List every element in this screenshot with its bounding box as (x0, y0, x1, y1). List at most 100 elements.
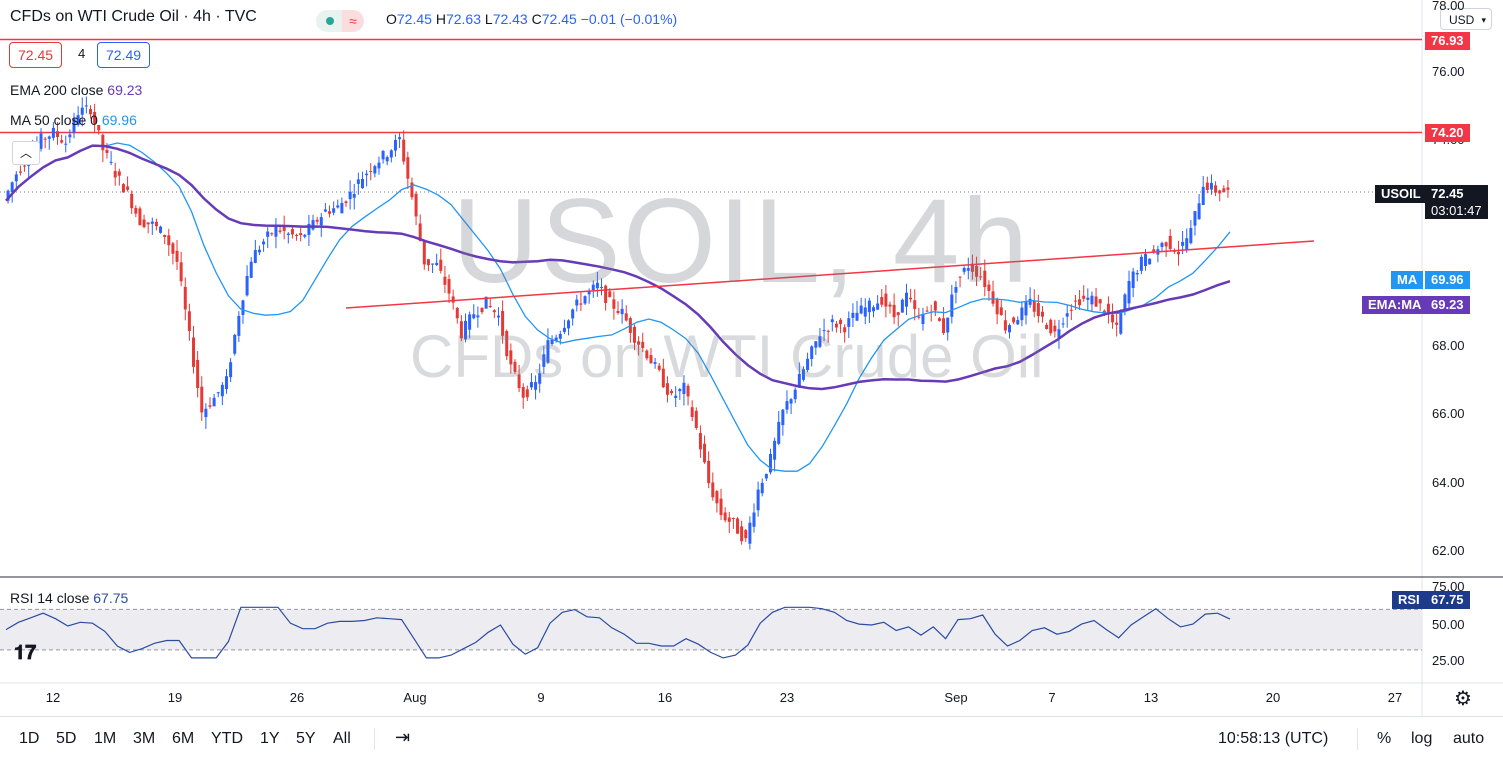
candle-body (93, 111, 97, 124)
candle-body (319, 217, 323, 226)
settings-gear-icon[interactable]: ⚙ (1454, 688, 1472, 710)
candle-body (365, 173, 369, 176)
percent-scale-button[interactable]: % (1377, 730, 1392, 747)
candle-body (1152, 249, 1156, 252)
ma-value: 69.96 (101, 112, 137, 128)
candle-body (311, 220, 315, 230)
ema-200-line (5, 144, 1231, 391)
candle-body (1016, 320, 1020, 325)
candle-body (851, 312, 855, 318)
change-value: −0.01 (−0.01%) (580, 11, 678, 27)
candle-body (847, 318, 851, 327)
range-1y-button[interactable]: 1Y (260, 730, 280, 747)
candle-body (958, 276, 962, 278)
toolbar-divider (374, 728, 375, 750)
last-price-value: 72.45 (1431, 186, 1464, 201)
candle-body (23, 165, 27, 167)
candle-body (208, 405, 212, 407)
range-3m-button[interactable]: 3M (133, 730, 156, 747)
candle-body (834, 323, 838, 328)
candle-body (56, 131, 60, 138)
candle-body (637, 341, 641, 345)
main-chart-canvas[interactable] (0, 0, 1503, 716)
range-1d-button[interactable]: 1D (19, 730, 40, 747)
candle-body (220, 384, 224, 397)
candle-body (496, 315, 500, 318)
candle-body (1135, 273, 1139, 275)
candle-body (10, 182, 14, 193)
candle-body (649, 355, 653, 364)
candle-body (212, 397, 216, 407)
candle-body (369, 171, 373, 173)
candle-body (14, 174, 18, 182)
ema-legend[interactable]: EMA 200 close 69.23 (10, 82, 142, 98)
collapse-legend-button[interactable]: ︿ (12, 141, 40, 165)
range-1m-button[interactable]: 1M (94, 730, 117, 747)
range-5y-button[interactable]: 5Y (296, 730, 316, 747)
ema-label: EMA 200 close (10, 82, 104, 98)
candle-body (876, 303, 880, 310)
buy-button[interactable]: 72.49 (97, 42, 151, 68)
time-label: Sep (944, 690, 968, 705)
candle-body (241, 300, 245, 315)
candle-body (612, 299, 616, 309)
candle-body (142, 219, 146, 228)
time-label: 23 (779, 690, 795, 705)
candle-body (257, 249, 261, 253)
log-scale-button[interactable]: log (1411, 730, 1433, 747)
candle-body (204, 408, 208, 418)
candle-body (360, 178, 364, 189)
candle-body (307, 223, 311, 235)
candle-body (571, 309, 575, 319)
range-ytd-button[interactable]: YTD (211, 730, 243, 747)
candle-body (872, 307, 876, 312)
range-all-button[interactable]: All (333, 730, 351, 747)
auto-scale-button[interactable]: auto (1453, 730, 1485, 747)
candle-body (904, 292, 908, 307)
candle-body (315, 219, 319, 222)
ma-50-line (5, 142, 1231, 472)
tradingview-logo-icon[interactable]: 𝟏𝟕 (14, 642, 37, 664)
candle-body (892, 304, 896, 318)
candle-body (1053, 325, 1057, 332)
candle-body (385, 157, 389, 162)
candle-body (233, 334, 237, 354)
candle-body (1073, 300, 1077, 302)
clock-timezone[interactable]: 10:58:13 (UTC) (1218, 730, 1329, 747)
price-tick: 66.00 (1432, 406, 1465, 421)
go-to-date-icon[interactable]: ⇥ (395, 727, 411, 747)
currency-select[interactable]: USD ▾ (1440, 8, 1492, 30)
candle-body (950, 294, 954, 317)
range-5d-button[interactable]: 5D (56, 730, 77, 747)
ma-legend[interactable]: MA 50 close 0 69.96 (10, 112, 137, 128)
candle-body (1045, 324, 1049, 329)
range-6m-button[interactable]: 6M (172, 730, 195, 747)
ema-name-tag: EMA:MA (1362, 296, 1428, 314)
open-label: O (386, 11, 397, 27)
candle-body (414, 193, 418, 217)
candle-body (39, 133, 43, 149)
candle-body (159, 226, 163, 233)
rsi-legend[interactable]: RSI 14 close 67.75 (10, 590, 128, 606)
ema-value: 69.23 (107, 82, 143, 98)
description-watermark: CFDs on WTI Crude Oil (410, 323, 1044, 390)
sell-button[interactable]: 72.45 (9, 42, 63, 68)
candle-body (1148, 258, 1152, 265)
candle-body (884, 293, 888, 307)
market-open-dot-icon (326, 17, 334, 25)
chevron-up-icon: ︿ (19, 146, 32, 160)
candle-body (76, 115, 80, 126)
candle-body (410, 182, 414, 198)
symbol-title[interactable]: CFDs on WTI Crude Oil · 4h · TVC (10, 8, 257, 25)
open-value: 72.45 (396, 11, 432, 27)
market-status-pill[interactable]: ≈ (316, 10, 364, 32)
candle-body (839, 319, 843, 325)
candle-body (1102, 310, 1106, 313)
candle-body (946, 317, 950, 333)
candle-body (1028, 298, 1032, 305)
candle-body (987, 284, 991, 291)
candle-body (641, 341, 645, 348)
candle-body (88, 109, 92, 115)
price-tick: 68.00 (1432, 338, 1465, 353)
candle-body (657, 365, 661, 370)
